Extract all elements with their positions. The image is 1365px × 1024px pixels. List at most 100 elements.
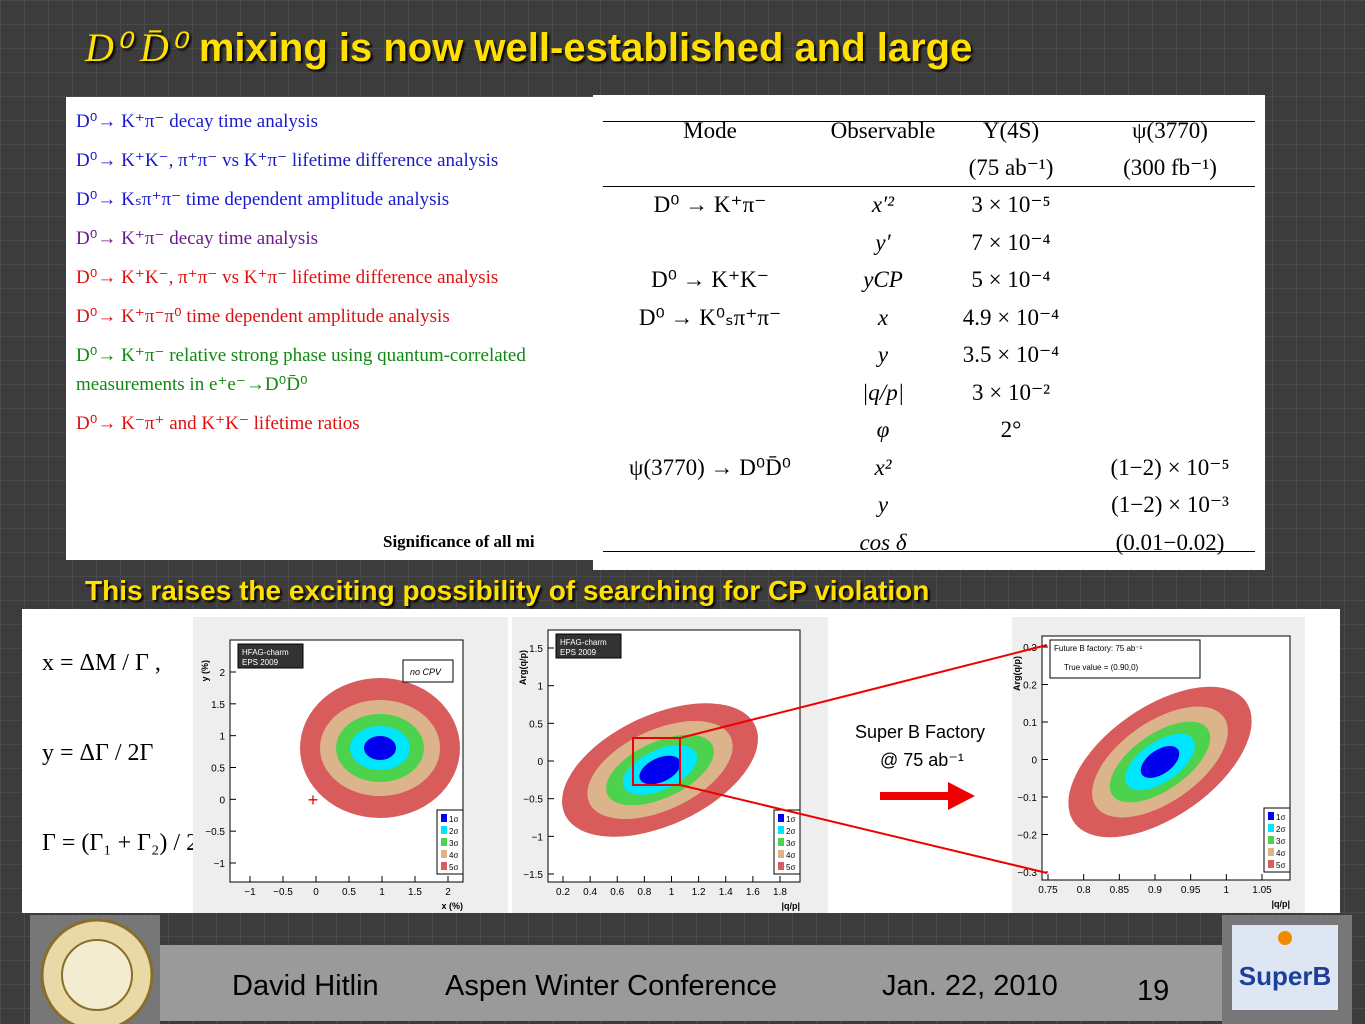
x-tick-label: 1.05 — [1252, 885, 1272, 896]
legend-swatch — [778, 838, 784, 846]
subtitle: This raises the exciting possibility of … — [85, 575, 930, 606]
zoom-box — [632, 737, 681, 786]
y-tick-label: −0.1 — [1017, 793, 1037, 804]
y-tick-label: 0.2 — [1023, 681, 1037, 692]
y-tick-label: −1 — [532, 832, 544, 843]
superb-logo-text: SuperB — [1239, 961, 1331, 991]
title-text: mixing is now well-established and large — [198, 26, 973, 70]
x-axis-label: x (%) — [441, 901, 463, 911]
analysis-item: D⁰→ K⁺K⁻, π⁺π⁻ vs K⁺π⁻ lifetime differen… — [76, 267, 499, 288]
legend-swatch — [778, 862, 784, 870]
y-tick-label: 0.5 — [529, 719, 543, 730]
table-cell: 5 × 10⁻⁴ — [971, 267, 1051, 292]
y-tick-label: −0.3 — [1017, 868, 1037, 879]
x-tick-label: 1.8 — [773, 887, 787, 898]
true-value-marker: + — [308, 790, 319, 810]
x-tick-label: 1 — [379, 887, 385, 898]
table-header: ψ(3770) — [1132, 118, 1208, 143]
table-cell: 7 × 10⁻⁴ — [971, 229, 1051, 255]
table-cell: 4.9 × 10⁻⁴ — [962, 304, 1060, 330]
legend-label: 1σ — [1276, 813, 1285, 822]
x-axis-label: |q/p| — [1271, 899, 1290, 909]
legend-swatch — [441, 814, 447, 822]
badge — [555, 633, 622, 659]
table-cell: yCP — [863, 267, 903, 292]
y-tick-label: 1.5 — [211, 700, 225, 711]
table-cell: D⁰ → K⁺K⁻ — [651, 267, 769, 292]
legend-label: 5σ — [1276, 861, 1285, 870]
table-cell: x — [877, 304, 889, 330]
x-tick-label: 0.85 — [1110, 885, 1130, 896]
legend-swatch — [1268, 824, 1274, 832]
badge-text: EPS 2009 — [242, 658, 279, 667]
table-header: Observable — [830, 118, 936, 143]
legend-label: 2σ — [1276, 825, 1285, 834]
legend-label: 2σ — [449, 827, 458, 836]
y-axis-label: Arg(q/p) — [518, 650, 528, 685]
x-tick-label: 0.8 — [637, 887, 651, 898]
footer-bar — [160, 945, 1222, 1021]
y-tick-label: 0.1 — [1023, 718, 1037, 729]
sensitivity-table: Mode Observable Υ(4S) ψ(3770) (75 ab⁻¹) (300 … — [593, 95, 1265, 570]
title-math: D⁰ D̄⁰ — [85, 25, 185, 70]
legend-swatch — [441, 838, 447, 846]
title: D⁰ D̄⁰ mixing is now well-established and… — [85, 24, 972, 71]
badge-text: EPS 2009 — [560, 648, 597, 657]
table-cell: ψ(3770) → D⁰D̄⁰ — [629, 454, 791, 480]
note-text: no CPV — [410, 667, 442, 677]
legend-swatch — [1268, 836, 1274, 844]
analysis-item: D⁰→ K⁻π⁺ and K⁺K⁻ lifetime ratios — [76, 413, 360, 434]
analysis-item: D⁰→ K⁺π⁻ relative strong phase using qua… — [76, 345, 526, 395]
table-subheader: (75 ab⁻¹) — [968, 155, 1054, 180]
x-tick-label: 0.4 — [583, 887, 597, 898]
analysis-item: D⁰→ K⁺π⁻ decay time analysis — [76, 111, 318, 132]
table-rule — [603, 551, 1255, 552]
table-cell: D⁰ → K⁰ₛπ⁺π⁻ — [638, 304, 782, 330]
y-tick-label: −0.5 — [523, 795, 543, 806]
formula: y = ΔΓ / 2Γ — [42, 740, 154, 766]
analysis-list: D⁰→ K⁺π⁻ decay time analysis D⁰→ K⁺K⁻, π⁺… — [66, 97, 593, 560]
table-subheader: (300 fb⁻¹) — [1123, 155, 1217, 180]
formula: x = ΔM / Γ , — [42, 650, 161, 676]
arrow-head — [948, 782, 975, 810]
analysis-item: D⁰→ K⁺K⁻, π⁺π⁻ vs K⁺π⁻ lifetime differen… — [76, 150, 499, 171]
contour — [364, 736, 396, 760]
x-tick-label: 0.95 — [1181, 885, 1201, 896]
x-axis-label: |q/p| — [781, 901, 800, 911]
legend-label: 2σ — [786, 827, 795, 836]
legend-label: 1σ — [786, 815, 795, 824]
superb-dot — [1278, 931, 1292, 945]
superb-lumi: @ 75 ab⁻¹ — [880, 750, 964, 770]
table-cell: 3 × 10⁻² — [971, 379, 1051, 405]
legend-label: 5σ — [449, 863, 458, 872]
legend-swatch — [1268, 848, 1274, 856]
badge-text: True value = (0.90,0) — [1064, 663, 1139, 672]
table-cell: (1−2) × 10⁻³ — [1111, 492, 1229, 517]
badge-text: HFAG-charm — [560, 638, 607, 647]
y-tick-label: 1 — [537, 682, 543, 693]
y-tick-label: 1 — [219, 732, 225, 743]
y-axis-label: Arg(q/p) — [1012, 656, 1022, 691]
x-tick-label: 1.4 — [719, 887, 733, 898]
table-cell: y — [877, 492, 889, 517]
x-tick-label: 1.6 — [746, 887, 760, 898]
table-cell: φ — [876, 417, 890, 442]
formula: Γ = (Γ₁ + Γ₂) / 2 — [42, 830, 199, 856]
table-rule — [603, 186, 1255, 187]
legend-swatch — [778, 814, 784, 822]
legend-label: 5σ — [786, 863, 795, 872]
x-tick-label: 2 — [445, 887, 451, 898]
table-cell: 3 × 10⁻⁵ — [971, 192, 1051, 217]
table-cell: (0.01−0.02) — [1115, 529, 1225, 555]
analysis-item: D⁰→ K⁺π⁻π⁰ time dependent amplitude anal… — [76, 306, 450, 327]
x-tick-label: 0.8 — [1077, 885, 1091, 896]
analysis-item: D⁰→ K⁺π⁻ decay time analysis — [76, 228, 318, 249]
y-tick-label: 1.5 — [529, 644, 543, 655]
x-tick-label: 1 — [1224, 885, 1230, 896]
legend-swatch — [441, 862, 447, 870]
significance-text: Significance of all mi — [383, 532, 535, 551]
badge — [1049, 639, 1201, 679]
table-cell: 3.5 × 10⁻⁴ — [962, 342, 1060, 367]
y-tick-label: −0.2 — [1017, 831, 1037, 842]
x-tick-label: −0.5 — [273, 887, 293, 898]
